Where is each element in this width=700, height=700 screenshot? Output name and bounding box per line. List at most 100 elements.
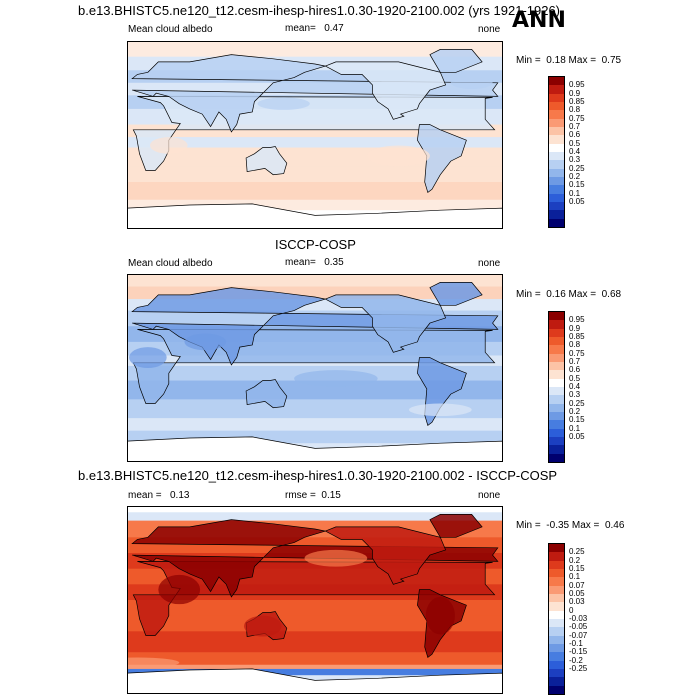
field-band bbox=[127, 652, 503, 666]
colorbar-swatch bbox=[549, 370, 564, 379]
colorbar-tick-label: 0.85 bbox=[569, 332, 585, 341]
panel3-units: none bbox=[478, 490, 501, 501]
map-frame bbox=[127, 41, 503, 229]
field-anomaly bbox=[129, 347, 167, 368]
field-anomaly bbox=[367, 145, 430, 167]
colorbar-swatch bbox=[549, 618, 564, 628]
colorbar-swatch bbox=[549, 411, 564, 421]
panel1-colorbar bbox=[548, 76, 565, 228]
colorbar-swatch bbox=[549, 378, 564, 387]
colorbar-swatch bbox=[549, 453, 564, 462]
panel3-mean-label: mean = bbox=[128, 490, 162, 501]
colorbar-swatch bbox=[549, 336, 564, 346]
colorbar-tick-label: 0.8 bbox=[569, 105, 581, 115]
panel3-min-label: Min = bbox=[516, 520, 541, 531]
coastline bbox=[245, 146, 288, 176]
colorbar-tick-label: 0.75 bbox=[569, 113, 585, 123]
panel1-min-label: Min = bbox=[516, 55, 541, 66]
colorbar-swatch bbox=[549, 436, 564, 446]
map-frame bbox=[127, 274, 503, 462]
colorbar-swatch bbox=[549, 353, 564, 362]
colorbar-tick-label: -0.2 bbox=[569, 655, 583, 665]
season-label: ANN bbox=[512, 8, 566, 33]
colorbar-tick-label: 0.1 bbox=[569, 423, 581, 433]
panel1-mean-value: 0.47 bbox=[324, 23, 344, 34]
coastline bbox=[324, 294, 447, 353]
panel3-title: b.e13.BHISTC5.ne120_t12.cesm-ihesp-hires… bbox=[78, 468, 558, 483]
panel3-max-value: 0.46 bbox=[604, 520, 625, 531]
field-anomaly bbox=[409, 403, 472, 417]
panel1-minmax: Min = 0.18 Max = 0.75 bbox=[516, 55, 621, 66]
colorbar-swatch bbox=[549, 151, 564, 161]
field-anomaly bbox=[294, 370, 378, 387]
panel1-min-value: 0.18 bbox=[546, 55, 566, 66]
colorbar-swatch bbox=[549, 677, 564, 686]
colorbar-tick-label: 0.05 bbox=[569, 589, 585, 598]
colorbar-swatch bbox=[549, 585, 564, 594]
panel2-minmax: Min = 0.16 Max = 0.68 bbox=[516, 289, 621, 300]
colorbar-tick-label: 0.95 bbox=[569, 80, 585, 90]
colorbar-tick-label: 0.3 bbox=[569, 390, 581, 400]
colorbar-tick-label: 0.1 bbox=[569, 188, 581, 198]
colorbar-tick-label: 0.6 bbox=[569, 130, 581, 140]
colorbar-swatch bbox=[549, 210, 564, 219]
field-band bbox=[127, 41, 503, 58]
field-band bbox=[127, 182, 503, 201]
panel2-min-value: 0.16 bbox=[546, 289, 566, 300]
colorbar-swatch bbox=[549, 93, 564, 102]
panel1-variable: Mean cloud albedo bbox=[128, 24, 213, 35]
colorbar-swatch bbox=[549, 328, 564, 337]
panel2-mean: mean= 0.35 bbox=[285, 257, 344, 268]
field-band bbox=[127, 399, 503, 419]
case-title: b.e13.BHISTC5.ne120_t12.cesm-ihesp-hires… bbox=[78, 3, 561, 18]
field-band bbox=[127, 274, 503, 288]
panel2-min-label: Min = bbox=[516, 289, 541, 300]
colorbar-tick-label: 0.2 bbox=[569, 172, 581, 181]
field-band bbox=[127, 664, 503, 670]
colorbar-swatch bbox=[549, 568, 564, 578]
field-anomaly bbox=[450, 76, 493, 90]
colorbar-swatch bbox=[549, 118, 564, 127]
field-band bbox=[127, 418, 503, 432]
panel1-mean-label: mean= bbox=[285, 23, 316, 34]
colorbar-swatch bbox=[549, 143, 564, 152]
colorbar-tick-label: 0.3 bbox=[569, 155, 581, 165]
panel3-min-value: -0.35 bbox=[546, 520, 570, 531]
panel2-colorbar bbox=[548, 311, 565, 463]
colorbar-swatch bbox=[549, 602, 564, 611]
colorbar-swatch bbox=[549, 652, 564, 661]
colorbar-swatch bbox=[549, 428, 564, 437]
panel1-mean: mean= 0.47 bbox=[285, 23, 344, 34]
colorbar-swatch bbox=[549, 126, 564, 136]
colorbar-swatch bbox=[549, 312, 564, 321]
field-anomaly bbox=[158, 574, 201, 605]
colorbar-swatch bbox=[549, 627, 564, 636]
colorbar-swatch bbox=[549, 185, 564, 194]
colorbar-swatch bbox=[549, 176, 564, 186]
panel3-minmax: Min = -0.35 Max = 0.46 bbox=[516, 520, 624, 531]
field-band bbox=[127, 668, 503, 676]
colorbar-swatch bbox=[549, 577, 564, 586]
field-band bbox=[127, 506, 503, 513]
field-anomaly bbox=[184, 333, 227, 351]
panel1-units: none bbox=[478, 24, 501, 35]
colorbar-tick-label: 0.5 bbox=[569, 373, 581, 383]
colorbar-swatch bbox=[549, 201, 564, 211]
colorbar-swatch bbox=[549, 610, 564, 619]
coastline bbox=[429, 282, 483, 306]
panel3-colorbar bbox=[548, 543, 565, 695]
panel2-mean-value: 0.35 bbox=[324, 257, 344, 268]
colorbar-tick-label: -0.25 bbox=[569, 664, 588, 673]
colorbar-swatch bbox=[549, 110, 564, 119]
colorbar-swatch bbox=[549, 160, 564, 169]
colorbar-tick-label: 0.2 bbox=[569, 407, 581, 416]
colorbar-tick-label: 0.25 bbox=[569, 547, 585, 557]
antarctica-coast bbox=[127, 436, 503, 462]
colorbar-tick-label: 0.6 bbox=[569, 365, 581, 375]
coastline bbox=[429, 49, 483, 73]
panel3-rmse-value: 0.15 bbox=[321, 490, 341, 501]
colorbar-swatch bbox=[549, 168, 564, 177]
colorbar-tick-label: -0.05 bbox=[569, 622, 588, 632]
colorbar-tick-label: 0.7 bbox=[569, 122, 581, 131]
colorbar-tick-label: 0.1 bbox=[569, 572, 581, 582]
